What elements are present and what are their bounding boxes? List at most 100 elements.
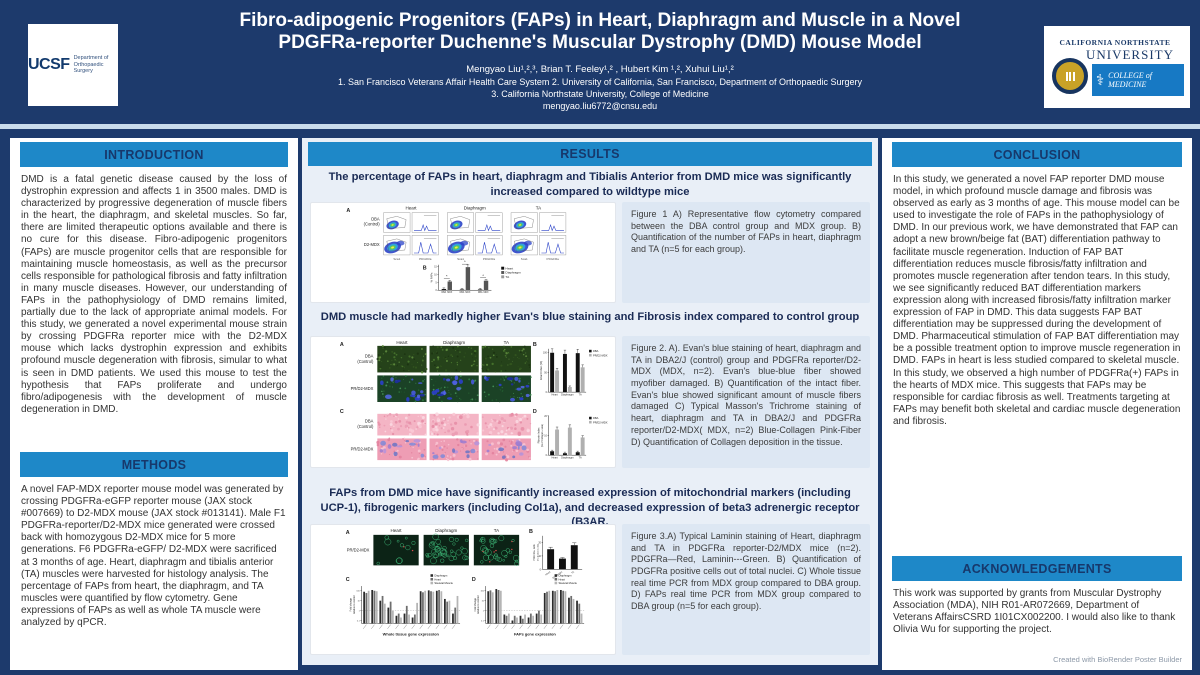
svg-text:Diaphragm: Diaphragm [561,455,573,459]
svg-text:Diaphragm: Diaphragm [552,571,563,580]
svg-text:*: * [482,273,484,278]
svg-text:Heart: Heart [551,455,558,459]
svg-text:B: B [529,529,533,535]
ucsf-logo-acronym: UCSF [28,56,70,73]
svg-text:relative to control: relative to control [353,595,356,614]
svg-text:PR/D2-MDX: PR/D2-MDX [593,353,608,357]
svg-text:DBA: DBA [593,349,599,353]
svg-text:relative to control: relative to control [477,595,480,614]
svg-text:10: 10 [544,434,547,437]
medicine-caduceus-icon: ⚕ [1096,71,1105,89]
svg-text:A: A [346,208,350,214]
svg-text:Fold change: Fold change [474,597,477,611]
svg-text:0.1: 0.1 [481,620,485,622]
svg-text:Diaphragm: Diaphragm [561,392,573,396]
svg-text:MDX: MDX [484,292,489,294]
methods-body: A novel FAP-MDX reporter mouse model was… [21,484,286,629]
svg-text:Diaphragm: Diaphragm [505,271,521,275]
svg-text:*: * [464,259,466,264]
laminin-heart [373,534,419,566]
flow-histogram-plot [475,235,503,256]
svg-text:Heart: Heart [406,205,418,210]
right-column: CONCLUSION In this study, we generated a… [882,138,1192,670]
svg-text:PR/D2-MDX: PR/D2-MDX [593,420,608,424]
figure3-row: A Heart Diaphragm TA PR/D2-MDX B 0 10 20 Heart Dia… [310,524,870,655]
svg-text:10: 10 [358,600,361,602]
conclusion-header-bar: CONCLUSION [892,142,1182,167]
figure2-row: A Heart Diaphragm TA DBA (Control) PR/D2-MDX C D… [310,336,870,468]
svg-text:DBA: DBA [365,354,374,359]
svg-text:0: 0 [435,290,437,292]
svg-text:10: 10 [538,555,541,558]
svg-text:C: C [346,577,350,583]
svg-text:0: 0 [546,391,548,394]
left-column: INTRODUCTION DMD is a fatal genetic dise… [10,138,298,670]
svg-text:DBA: DBA [593,416,599,420]
svg-text:5: 5 [435,282,437,284]
svg-text:0.1: 0.1 [357,620,361,622]
evans-blue-mdx-Heart [377,374,427,403]
svg-text:TA: TA [579,455,582,459]
svg-text:DBA: DBA [371,217,380,222]
flow-histogram-plot [539,212,567,233]
laminin-diaphragm [423,533,469,566]
biorender-credit: Created with BioRender Poster Builder [1053,655,1182,664]
results-header-bar: RESULTS [308,142,872,166]
svg-text:TA: TA [579,392,582,396]
svg-text:1: 1 [359,610,361,612]
figure2-panel: A Heart Diaphragm TA DBA (Control) PR/D2-MDX C D… [310,336,616,468]
evans-blue-control-Diaphragm [429,345,479,373]
svg-text:10: 10 [434,274,437,276]
svg-text:Skeletal Muscle: Skeletal Muscle [434,581,453,585]
university-seal-icon [1052,58,1088,94]
svg-text:(% of Collagen+ area): (% of Collagen+ area) [541,424,544,447]
introduction-header-bar: INTRODUCTION [20,142,288,167]
svg-text:Heart: Heart [551,392,558,396]
svg-text:*: * [446,274,448,279]
svg-text:Fibrosis Index: Fibrosis Index [536,427,540,444]
contact-email: mengyao.liu6772@cnsu.edu [542,100,658,111]
figure1-caption: Figure 1 A) Representative flow cytometr… [622,202,870,303]
trichrome-control-Diaphragm [429,412,480,437]
poster-header: UCSF Department of Orthopaedic Surgery F… [0,0,1200,124]
svg-text:TA: TA [571,570,575,574]
svg-text:PDGFRa+ cells: PDGFRa+ cells [533,544,536,561]
svg-text:MDX: MDX [447,292,452,294]
svg-text:Diaphragm: Diaphragm [435,528,457,533]
trichrome-mdx-Diaphragm [429,438,480,462]
svg-text:(% of total nuclei): (% of total nuclei) [536,544,539,561]
svg-text:20: 20 [538,542,541,545]
cnsu-college-label: COLLEGE of MEDICINE [1108,70,1152,89]
evans-blue-control-Heart [376,344,428,374]
svg-text:Diaphragm: Diaphragm [434,574,448,578]
svg-text:(Control): (Control) [357,424,374,429]
ucsf-logo: UCSF Department of Orthopaedic Surgery [28,24,118,106]
svg-text:D: D [472,577,476,583]
svg-text:Heart: Heart [396,340,408,345]
svg-text:Fold change: Fold change [350,597,353,611]
svg-text:10: 10 [482,600,485,602]
svg-text:B: B [533,342,537,348]
trichrome-mdx-Heart [376,437,427,461]
svg-text:Heart: Heart [434,577,441,581]
svg-text:TA: TA [536,205,541,210]
results-column: RESULTS The percentage of FAPs in heart,… [302,138,878,665]
ucsf-dept-line2: Orthopaedic Surgery [73,61,104,75]
svg-text:TA: TA [505,275,510,279]
flow-scatter-plot [383,235,411,256]
svg-text:TA: TA [504,340,509,345]
svg-text:Sca1: Sca1 [457,257,464,261]
svg-text:D2-MDX: D2-MDX [364,242,380,247]
svg-text:PR/D2-MDX: PR/D2-MDX [347,548,370,553]
affiliation-line-1: 1. San Francisco Veterans Affair Health … [337,76,863,87]
svg-text:Heart: Heart [545,570,552,576]
laminin-ta [473,534,520,566]
acknowledgements-body: This work was supported by grants from M… [893,588,1176,636]
svg-text:DBA: DBA [442,291,447,294]
svg-text:Diaphragm: Diaphragm [464,205,486,210]
svg-text:15: 15 [434,266,437,268]
svg-text:B: B [423,266,427,272]
title-block: Fibro-adipogenic Progenitors (FAPs) in H… [160,10,1040,111]
cnsu-college-band: ⚕ COLLEGE of MEDICINE [1092,64,1184,96]
